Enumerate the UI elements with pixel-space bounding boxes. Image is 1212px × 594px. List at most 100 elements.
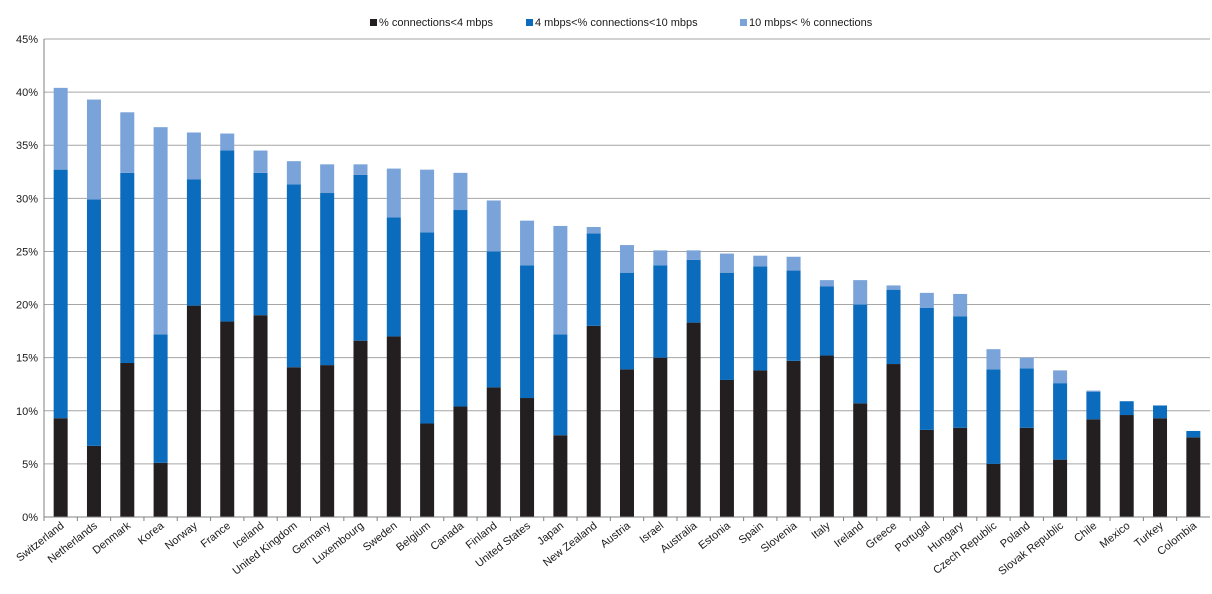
bar-segment-3	[520, 220, 535, 266]
bar-segment-3	[453, 172, 468, 211]
bar-segment-1	[653, 357, 668, 517]
bar-segment-2	[719, 272, 734, 380]
y-tick-label: 40%	[16, 87, 38, 99]
bar-segment-2	[753, 266, 768, 371]
bar-segment-3	[1086, 390, 1101, 392]
bar-segment-2	[586, 233, 601, 326]
bar-segment-1	[853, 403, 868, 517]
bar-segment-1	[453, 406, 468, 517]
bar-segment-2	[620, 272, 634, 370]
x-tick-label: Denmark	[91, 520, 134, 557]
bar-segment-1	[786, 360, 801, 517]
bar-segment-2	[553, 334, 568, 436]
bar-segment-2	[853, 304, 868, 404]
bar-segment-2	[186, 179, 201, 306]
bar-segment-1	[420, 423, 435, 517]
bar-segment-2	[486, 251, 501, 388]
x-tick-label: Canada	[429, 519, 467, 553]
bar-segment-3	[586, 227, 601, 234]
bar-segment-3	[886, 285, 901, 290]
bar-segment-1	[953, 427, 968, 517]
bar-segment-2	[986, 369, 1001, 464]
bar-segment-2	[1019, 368, 1034, 428]
bar-segment-1	[253, 315, 268, 517]
bar-segment-3	[286, 161, 301, 185]
bar-segment-3	[786, 256, 801, 271]
y-tick-label: 0%	[22, 512, 38, 524]
y-tick-label: 30%	[16, 193, 38, 205]
y-tick-label: 25%	[16, 246, 38, 258]
bar-segment-1	[1053, 459, 1068, 517]
bar-segment-1	[220, 321, 235, 517]
bar-segment-3	[486, 200, 501, 252]
bar-segment-2	[320, 193, 335, 366]
x-tick-label: Norway	[163, 520, 200, 553]
bar-segment-3	[819, 280, 834, 287]
bar-segment-1	[53, 418, 68, 517]
legend-swatch	[740, 19, 747, 26]
bar-segment-3	[420, 169, 435, 233]
x-tick-label: Sweden	[361, 520, 400, 554]
legend-label: % connections<4 mbps	[379, 17, 494, 29]
bar-segment-2	[153, 334, 168, 463]
legend-label: 10 mbps< % connections	[749, 17, 873, 29]
x-tick-label: Chile	[1072, 520, 1099, 545]
bar-segment-1	[353, 340, 368, 517]
bar-segment-3	[986, 349, 1001, 370]
bar-segment-3	[1019, 357, 1034, 369]
bar-segment-1	[1186, 437, 1201, 517]
bar-segment-2	[786, 270, 801, 361]
bar-segment-3	[1053, 370, 1068, 384]
bar-segment-3	[853, 280, 868, 305]
bar-segment-2	[420, 232, 435, 424]
bar-segment-1	[520, 398, 535, 517]
bar-segment-1	[753, 370, 768, 517]
bar-segment-2	[1186, 430, 1201, 438]
bar-segment-1	[986, 463, 1001, 517]
legend-label: 4 mbps<% connections<10 mbps	[535, 17, 698, 29]
x-tick-label: Australia	[658, 519, 700, 555]
bar-segment-2	[819, 286, 834, 356]
x-tick-label: Mexico	[1098, 520, 1133, 551]
y-tick-label: 5%	[22, 459, 38, 471]
bar-segment-2	[453, 210, 468, 407]
bar-segment-2	[120, 172, 135, 363]
bar-segment-2	[86, 199, 101, 446]
x-tick-label: Belgium	[394, 520, 433, 554]
y-tick-label: 15%	[16, 353, 38, 365]
bar-segment-1	[719, 379, 734, 517]
bar-segment-2	[919, 307, 934, 430]
bar-segment-1	[1019, 427, 1034, 517]
bar-segment-3	[686, 250, 701, 260]
x-tick-label: Italy	[809, 520, 833, 542]
bar-segment-2	[686, 259, 701, 323]
bar-segment-1	[1086, 419, 1101, 517]
bar-segment-2	[286, 184, 301, 368]
bar-segment-3	[386, 168, 401, 218]
x-tick-label: Israel	[638, 520, 667, 546]
x-tick-label: Portugal	[893, 520, 933, 555]
bar-segment-2	[353, 174, 368, 341]
bar-segment-1	[553, 435, 568, 517]
bar-segment-2	[886, 289, 901, 365]
bar-segment-2	[1053, 383, 1068, 460]
bar-segment-1	[620, 369, 634, 517]
bar-segment-1	[919, 429, 934, 517]
bar-segment-3	[86, 99, 101, 200]
y-tick-label: 35%	[16, 140, 38, 152]
bar-segment-3	[719, 253, 734, 273]
bar-segment-2	[253, 172, 268, 316]
bar-segment-1	[286, 367, 301, 517]
bar-segment-3	[253, 150, 268, 173]
bar-segment-3	[353, 164, 368, 175]
bar-segment-2	[1119, 401, 1134, 416]
bar-segment-3	[919, 292, 934, 308]
bar-segment-2	[1086, 391, 1101, 420]
bar-segment-1	[686, 322, 701, 517]
legend-swatch	[526, 19, 533, 26]
legend: % connections<4 mbps 4 mbps<% connections…	[370, 17, 873, 29]
bar-segment-1	[1119, 415, 1134, 517]
bar-segment-3	[553, 225, 568, 335]
bar-segment-2	[1153, 405, 1168, 419]
bar-segment-2	[53, 169, 68, 419]
